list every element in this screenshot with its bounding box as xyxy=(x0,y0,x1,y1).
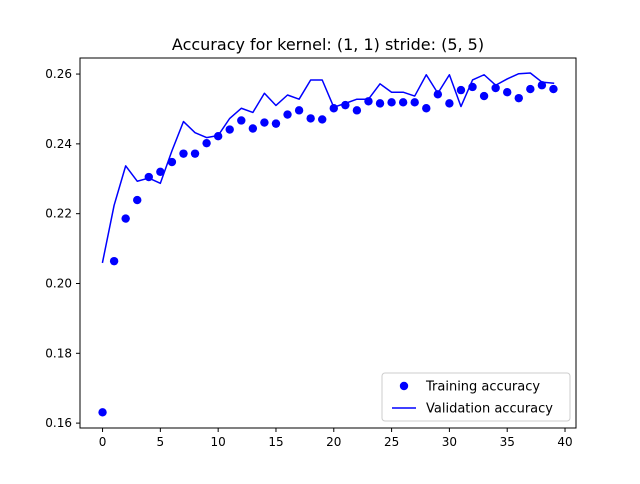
training-accuracy-point xyxy=(237,116,246,125)
legend-label: Validation accuracy xyxy=(426,402,553,417)
x-tick-label: 5 xyxy=(157,435,165,449)
legend-label: Training accuracy xyxy=(425,380,540,395)
training-accuracy-point xyxy=(398,98,408,107)
training-accuracy-point xyxy=(306,114,315,123)
training-accuracy-point xyxy=(352,106,362,115)
training-accuracy-point xyxy=(260,118,269,127)
training-accuracy-point xyxy=(387,98,396,107)
training-accuracy-point xyxy=(410,98,419,107)
y-tick-label: 0.24 xyxy=(45,137,72,151)
y-tick-label: 0.18 xyxy=(45,346,72,360)
x-tick-label: 0 xyxy=(99,435,107,449)
chart-title: Accuracy for kernel: (1, 1) stride: (5, … xyxy=(172,35,484,54)
training-accuracy-point xyxy=(121,214,130,223)
training-accuracy-point xyxy=(479,91,489,101)
training-accuracy-point xyxy=(433,90,443,99)
training-accuracy-point xyxy=(248,124,258,133)
x-tick-label: 40 xyxy=(557,435,572,449)
training-accuracy-point xyxy=(491,83,500,93)
training-accuracy-point xyxy=(167,157,177,167)
training-accuracy-point xyxy=(109,256,119,266)
x-tick-label: 35 xyxy=(500,435,515,449)
training-accuracy-point xyxy=(514,93,523,103)
legend: Training accuracy Validation accuracy xyxy=(381,372,571,422)
training-accuracy-point xyxy=(503,88,512,97)
training-accuracy-point xyxy=(156,167,165,176)
training-accuracy-point xyxy=(456,85,466,95)
training-accuracy-point xyxy=(318,115,327,124)
training-accuracy-point xyxy=(294,106,304,115)
plot-area xyxy=(98,72,558,417)
training-accuracy-point xyxy=(179,149,188,158)
axes: 0 5 10 15 20 25 30 35 40 0.16 0.18 0.20 0.22 0.24 0.26 xyxy=(45,57,577,449)
training-accuracy-point xyxy=(190,149,200,158)
training-accuracy-point xyxy=(283,110,292,119)
validation-accuracy-line xyxy=(101,72,555,264)
x-tick-label: 15 xyxy=(268,435,283,449)
y-tick-label: 0.20 xyxy=(45,276,72,290)
legend-box xyxy=(381,372,571,422)
training-accuracy-point xyxy=(526,84,535,94)
training-accuracy-point xyxy=(133,195,142,205)
y-tick-label: 0.22 xyxy=(45,207,72,221)
x-tick-label: 10 xyxy=(211,435,226,449)
legend-marker-swatch xyxy=(399,381,409,391)
y-tick-label: 0.26 xyxy=(45,67,72,81)
x-tick-label: 30 xyxy=(442,435,457,449)
x-tick-label: 25 xyxy=(384,435,399,449)
training-accuracy-point xyxy=(202,138,211,148)
training-accuracy-point xyxy=(225,125,234,134)
training-accuracy-point xyxy=(271,119,281,128)
training-accuracy-point xyxy=(375,99,385,108)
x-tick-label: 20 xyxy=(326,435,341,449)
training-accuracy-point xyxy=(445,99,454,108)
plot-frame xyxy=(79,57,577,429)
training-accuracy-point xyxy=(549,84,558,94)
training-accuracy-point xyxy=(98,408,107,417)
training-accuracy-point xyxy=(537,81,547,90)
training-accuracy-point xyxy=(422,104,431,113)
y-tick-label: 0.16 xyxy=(45,416,72,430)
